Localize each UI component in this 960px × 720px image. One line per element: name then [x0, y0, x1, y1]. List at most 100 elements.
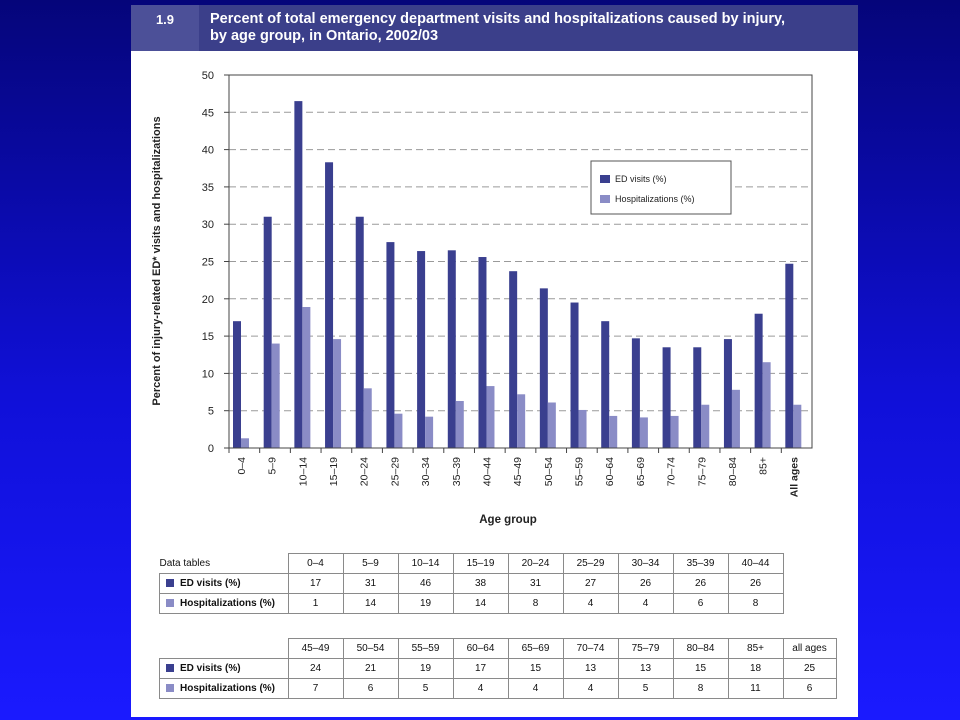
- bar-hospitalizations: [394, 413, 403, 448]
- y-axis: 0 5 10 15 20 25 30 35 40 45 50: [202, 70, 229, 455]
- table-header-cell: 45–49: [287, 638, 344, 659]
- plot-frame: [228, 74, 813, 449]
- table-cell: 1: [287, 593, 344, 614]
- table-header-cell: 0–4: [287, 553, 344, 574]
- bar-hospitalizations: [639, 417, 648, 448]
- table1-hosp-label: Hospitalizations (%): [159, 593, 289, 614]
- table-cell: 26: [672, 573, 729, 594]
- hospitalizations-swatch: [166, 599, 174, 607]
- table2-hosp-row: Hospitalizations (%) 7 6 5 4 4 4 5 8 11 6: [159, 678, 837, 699]
- x-tick-label: 10–14: [297, 457, 309, 486]
- data-table-2: 45–49 50–54 55–59 60–64 65–69 70–74 75–79 80–84…: [159, 638, 837, 699]
- bar-ed-visits: [386, 242, 395, 448]
- x-tick-label: 85+: [758, 457, 770, 475]
- x-tick-label: 20–24: [359, 457, 371, 486]
- bar-ed-visits: [417, 251, 426, 448]
- table-cell: 18: [727, 658, 784, 679]
- bar-ed-visits: [263, 216, 272, 448]
- legend-swatch-hospitalizations: [600, 195, 610, 203]
- table-header-cell: 25–29: [562, 553, 619, 574]
- table1-hosp-row: Hospitalizations (%) 1 14 19 14 8 4 4 6 8: [159, 593, 784, 614]
- bar-hospitalizations: [455, 401, 464, 448]
- bar-hospitalizations: [793, 404, 802, 448]
- bar-hospitalizations: [333, 339, 342, 448]
- table-cell: 4: [452, 678, 509, 699]
- ed-swatch: [166, 664, 174, 672]
- table-cell: 26: [617, 573, 674, 594]
- ed-swatch: [166, 579, 174, 587]
- y-tick-label: 30: [202, 219, 214, 231]
- table-cell: 19: [397, 658, 454, 679]
- bar-ed-visits: [631, 338, 640, 448]
- y-tick-label: 10: [202, 368, 214, 380]
- table-cell: 21: [342, 658, 399, 679]
- table-cell: 25: [782, 658, 837, 679]
- bar-hospitalizations: [762, 362, 771, 448]
- bar-hospitalizations: [578, 409, 587, 448]
- bar-ed-visits: [693, 347, 702, 448]
- y-tick-label: 20: [202, 294, 214, 306]
- y-tick-label: 5: [208, 406, 214, 418]
- x-tick-label: 30–34: [420, 457, 432, 486]
- table-cell: 15: [507, 658, 564, 679]
- bar-ed-visits: [754, 313, 763, 448]
- bar-hospitalizations: [731, 389, 740, 448]
- y-tick-label: 50: [202, 70, 214, 82]
- bar-hospitalizations: [425, 416, 434, 448]
- slide-panel: 1.9 Percent of total emergency departmen…: [131, 5, 858, 717]
- table-cell: 31: [507, 573, 564, 594]
- table-cell: 17: [287, 573, 344, 594]
- table1-header-row: Data tables 0–4 5–9 10–14 15–19 20–24 25–29 30…: [160, 553, 784, 574]
- bar-ed-visits: [478, 257, 487, 448]
- table-cell: 6: [782, 678, 837, 699]
- x-tick-label: 80–84: [727, 457, 739, 486]
- table-cell: 11: [727, 678, 784, 699]
- table-header-cell: 20–24: [507, 553, 564, 574]
- bar-hospitalizations: [547, 402, 556, 448]
- table-cell: 14: [342, 593, 399, 614]
- y-tick-label: 40: [202, 145, 214, 157]
- table-header-cell: 60–64: [452, 638, 509, 659]
- figure-header: 1.9 Percent of total emergency departmen…: [131, 5, 858, 51]
- table-header-cell: 35–39: [672, 553, 729, 574]
- bar-ed-visits: [723, 339, 732, 448]
- bar-ed-visits: [539, 288, 548, 448]
- table-header-cell: 70–74: [562, 638, 619, 659]
- bar-ed-visits: [509, 271, 518, 448]
- bar-hospitalizations: [609, 415, 618, 448]
- x-tick-label: 75–79: [696, 457, 708, 486]
- y-tick-label: 0: [208, 443, 214, 455]
- table-header-cell: 50–54: [342, 638, 399, 659]
- bar-hospitalizations: [302, 307, 311, 448]
- y-tick-label: 45: [202, 107, 214, 119]
- table-cell: 17: [452, 658, 509, 679]
- hospitalizations-swatch: [166, 684, 174, 692]
- bar-ed-visits: [447, 250, 456, 448]
- table-cell: 13: [617, 658, 674, 679]
- bar-hospitalizations: [363, 388, 372, 448]
- bar-hospitalizations: [486, 386, 495, 448]
- data-table-1: Data tables 0–4 5–9 10–14 15–19 20–24 25–29 30…: [159, 553, 784, 614]
- x-tick-label: 55–59: [574, 457, 586, 486]
- x-tick-label: 40–44: [481, 457, 493, 486]
- x-tick-label: 5–9: [267, 457, 279, 475]
- table-header-cell: 10–14: [397, 553, 454, 574]
- bar-ed-visits: [233, 321, 241, 448]
- table-cell: 4: [562, 678, 619, 699]
- bar-hospitalizations: [701, 404, 710, 448]
- x-tick-label: 70–74: [666, 457, 678, 486]
- table-header-cell: 65–69: [507, 638, 564, 659]
- legend: ED visits (%) Hospitalizations (%): [590, 160, 732, 215]
- table-cell: 19: [397, 593, 454, 614]
- x-tick-label: 65–69: [635, 457, 647, 486]
- table1-ed-row: ED visits (%) 17 31 46 38 31 27 26 26 26: [159, 573, 784, 594]
- table2-header-row: 45–49 50–54 55–59 60–64 65–69 70–74 75–79 80–84…: [160, 638, 837, 659]
- table-cell: 6: [672, 593, 729, 614]
- bar-ed-visits: [785, 263, 794, 448]
- figure-title-line-1: Percent of total emergency department vi…: [210, 11, 786, 27]
- bar-ed-visits: [294, 101, 303, 449]
- bar-ed-visits: [325, 162, 334, 449]
- table-cell: 4: [617, 593, 674, 614]
- bar-ed-visits: [355, 216, 364, 448]
- table-cell: 31: [342, 573, 399, 594]
